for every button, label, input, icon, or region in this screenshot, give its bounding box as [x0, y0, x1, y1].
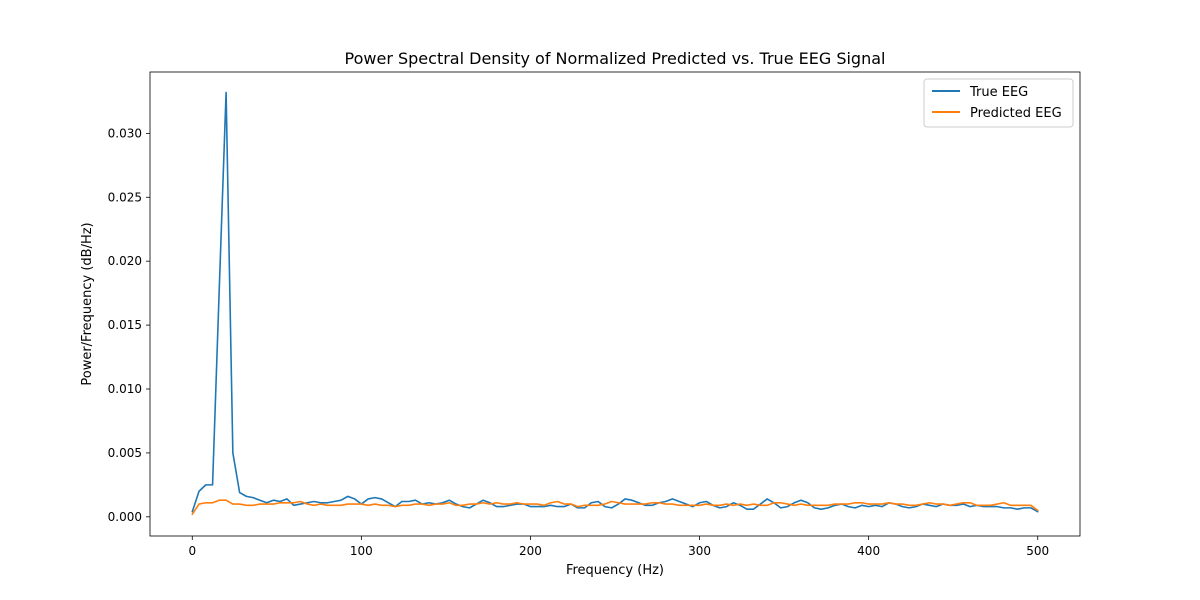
- axes-spines: [149, 71, 1081, 537]
- x-tick-label: 0: [188, 544, 196, 558]
- plot-background: [150, 72, 1080, 536]
- y-tick-label: 0.000: [108, 510, 142, 524]
- x-tick-label: 200: [519, 544, 542, 558]
- legend-label-true-eeg: True EEG: [969, 85, 1028, 100]
- chart-title: Power Spectral Density of Normalized Pre…: [345, 49, 886, 68]
- y-tick-label: 0.010: [108, 382, 142, 396]
- series-line-predicted-eeg: [191, 499, 1039, 516]
- series-layer: [191, 91, 1039, 516]
- x-axis-label: Frequency (Hz): [566, 563, 664, 578]
- legend-label-predicted-eeg: Predicted EEG: [970, 106, 1062, 121]
- x-axis: 0 100 200 300 400 500: [188, 536, 1049, 558]
- x-tick-label: 400: [857, 544, 880, 558]
- x-tick-label: 500: [1026, 544, 1049, 558]
- axes-frame: [149, 71, 1081, 537]
- plot-area: [149, 71, 1081, 537]
- legend-box: [923, 78, 1074, 128]
- y-tick-label: 0.020: [108, 254, 142, 268]
- y-tick-label: 0.015: [108, 318, 142, 332]
- y-tick-label: 0.030: [108, 126, 142, 140]
- y-axis-label: Power/Frequency (dB/Hz): [80, 222, 95, 385]
- y-tick-label: 0.025: [108, 190, 142, 204]
- legend: True EEG Predicted EEG: [923, 78, 1074, 128]
- x-tick-label: 100: [350, 544, 373, 558]
- y-axis: 0.000 0.005 0.010 0.015 0.020 0.025 0.030: [108, 126, 150, 524]
- y-tick-label: 0.005: [108, 446, 142, 460]
- x-tick-label: 300: [688, 544, 711, 558]
